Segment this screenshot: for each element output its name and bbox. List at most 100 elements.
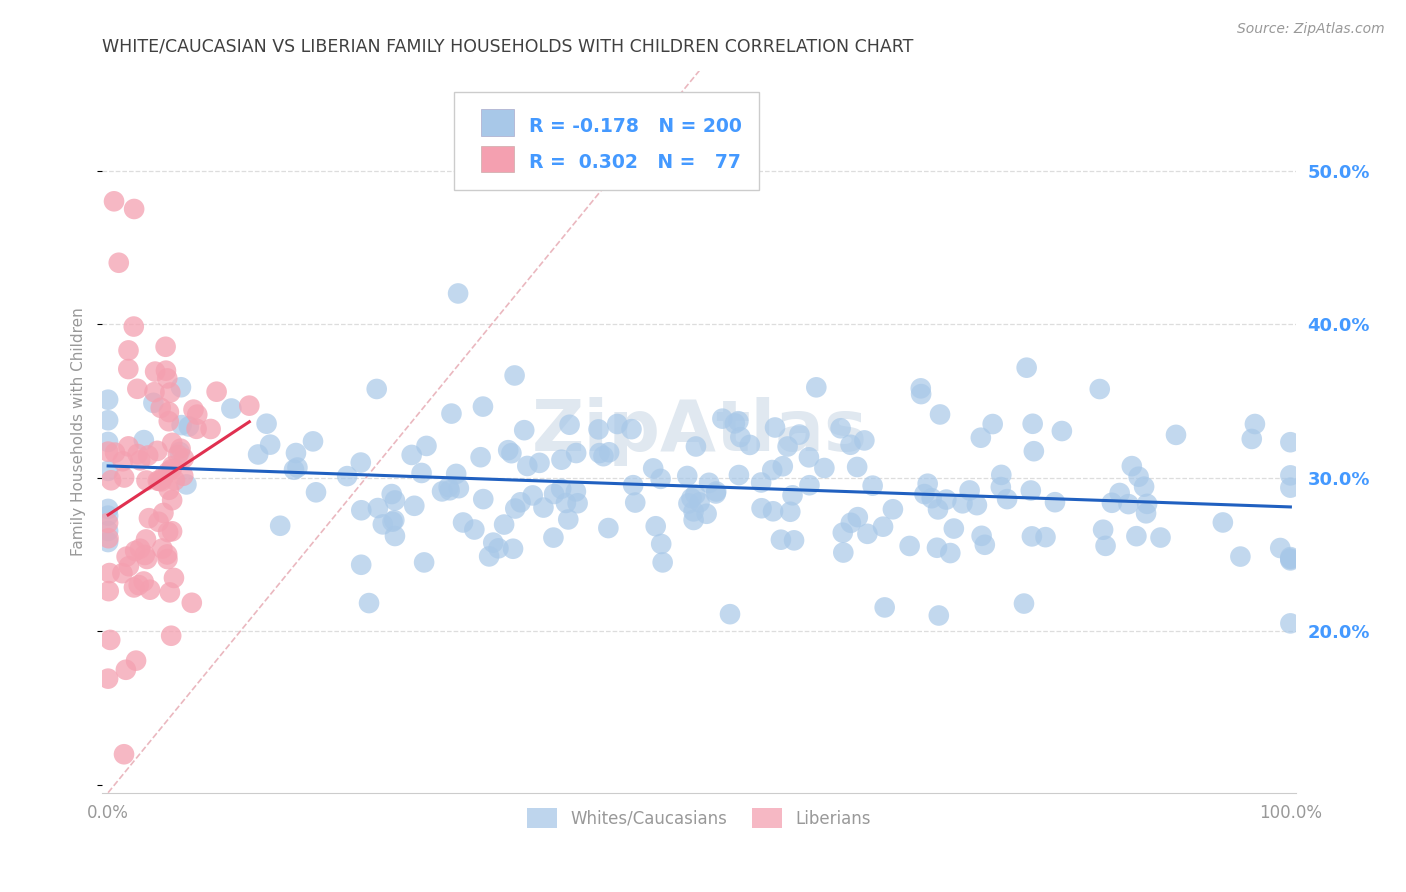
Point — [1279, 552, 1302, 566]
Point — [1244, 417, 1267, 431]
Point — [115, 549, 138, 564]
Point — [682, 504, 704, 518]
Point — [111, 566, 134, 581]
Point — [554, 496, 576, 510]
Point — [846, 510, 869, 524]
Point — [163, 571, 186, 585]
Point — [305, 485, 328, 500]
Point — [927, 502, 949, 516]
Point — [1279, 435, 1302, 450]
Point — [128, 578, 150, 592]
Point — [401, 448, 423, 462]
Point — [588, 422, 610, 436]
Point — [302, 434, 325, 449]
Text: ZipAtlas: ZipAtlas — [531, 397, 868, 467]
Point — [761, 463, 783, 477]
Point — [350, 503, 373, 517]
FancyBboxPatch shape — [481, 110, 515, 136]
Point — [1133, 480, 1156, 494]
Point — [269, 518, 291, 533]
Point — [769, 533, 792, 547]
Point — [146, 443, 169, 458]
Point — [650, 537, 672, 551]
Point — [471, 400, 494, 414]
Point — [384, 529, 406, 543]
Point — [444, 467, 467, 481]
Point — [981, 417, 1004, 431]
Point — [1043, 495, 1066, 509]
Point — [157, 414, 180, 428]
Point — [176, 477, 198, 491]
Point — [157, 465, 180, 479]
Point — [138, 511, 160, 525]
Point — [143, 365, 166, 379]
Point — [502, 541, 524, 556]
Point — [117, 362, 139, 376]
Point — [565, 484, 588, 499]
Point — [1012, 597, 1035, 611]
Point — [1035, 530, 1057, 544]
Point — [1021, 529, 1043, 543]
Point — [142, 396, 165, 410]
Point — [1092, 523, 1115, 537]
Point — [651, 555, 673, 569]
Text: WHITE/CAUCASIAN VS LIBERIAN FAMILY HOUSEHOLDS WITH CHILDREN CORRELATION CHART: WHITE/CAUCASIAN VS LIBERIAN FAMILY HOUSE… — [103, 37, 914, 55]
Point — [970, 529, 993, 543]
Point — [1108, 486, 1130, 500]
Point — [238, 399, 260, 413]
Point — [127, 382, 149, 396]
Point — [711, 411, 734, 425]
Point — [839, 438, 862, 452]
Point — [1149, 531, 1171, 545]
Point — [104, 445, 127, 459]
Point — [644, 519, 666, 533]
Point — [872, 519, 894, 533]
Point — [882, 502, 904, 516]
Point — [1128, 469, 1150, 483]
Text: Source: ZipAtlas.com: Source: ZipAtlas.com — [1237, 22, 1385, 37]
Point — [550, 452, 572, 467]
Point — [135, 533, 157, 547]
Point — [283, 463, 305, 477]
Point — [97, 524, 120, 538]
Point — [157, 524, 180, 539]
Point — [995, 492, 1018, 507]
Point — [122, 319, 145, 334]
Point — [136, 552, 159, 566]
Point — [117, 343, 139, 358]
Point — [371, 517, 394, 532]
Point — [689, 495, 711, 509]
Point — [125, 654, 148, 668]
Point — [112, 747, 135, 762]
Point — [898, 539, 921, 553]
Point — [156, 548, 179, 562]
Point — [856, 526, 879, 541]
FancyBboxPatch shape — [454, 93, 759, 190]
Point — [1229, 549, 1251, 564]
Point — [156, 371, 179, 385]
Point — [832, 545, 855, 559]
Point — [973, 538, 995, 552]
Point — [415, 439, 437, 453]
Point — [727, 414, 749, 428]
Point — [155, 364, 177, 378]
Point — [170, 380, 193, 394]
Point — [97, 464, 120, 478]
Point — [132, 574, 155, 589]
Point — [97, 413, 120, 427]
Point — [150, 541, 173, 556]
Point — [797, 450, 820, 465]
Point — [503, 368, 526, 383]
Point — [728, 468, 751, 483]
Point — [163, 474, 186, 488]
Point — [567, 496, 589, 510]
Point — [115, 663, 138, 677]
Point — [350, 558, 373, 572]
Point — [1019, 483, 1042, 498]
Point — [160, 462, 183, 476]
Point — [366, 382, 388, 396]
Point — [350, 456, 373, 470]
Point — [146, 474, 169, 488]
Point — [136, 449, 159, 463]
Point — [678, 496, 700, 510]
